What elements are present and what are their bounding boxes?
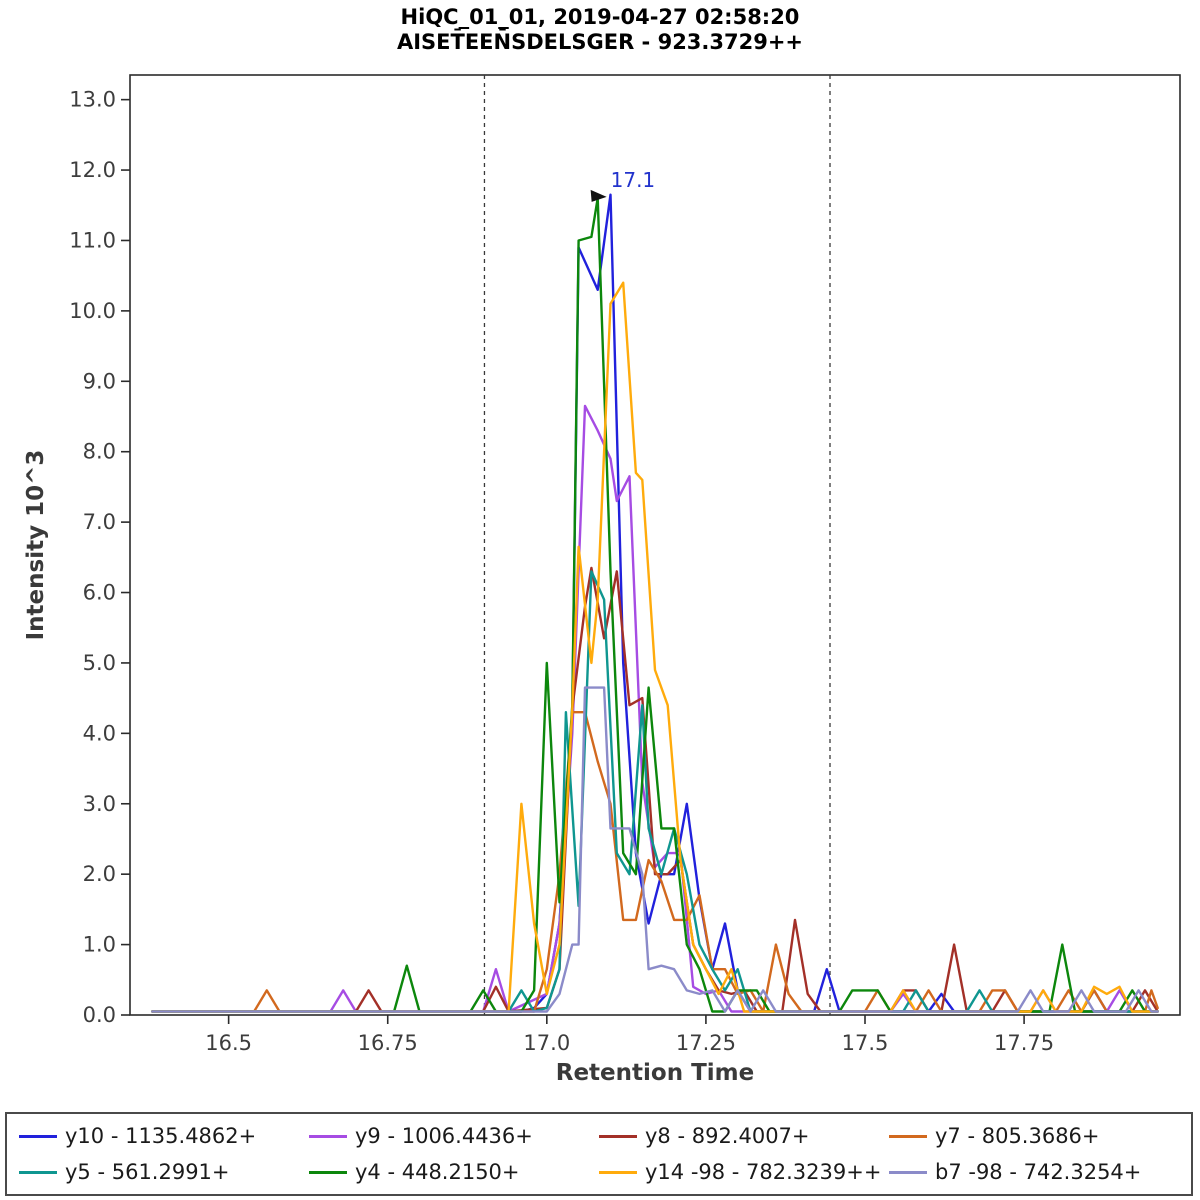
legend-swatch-y5: [19, 1170, 57, 1174]
legend-item-y9: y9 - 1006.4436+: [309, 1124, 599, 1148]
y-tick-label: 7.0: [83, 510, 116, 534]
legend-label: y14 -98 - 782.3239++: [645, 1160, 882, 1184]
series-line-y10: [151, 193, 1159, 1013]
x-tick-label: 17.25: [676, 1031, 736, 1055]
legend-item-b7-98: b7 -98 - 742.3254+: [889, 1160, 1179, 1184]
y-tick-label: 2.0: [83, 862, 116, 886]
legend-item-y4: y4 - 448.2150+: [309, 1160, 599, 1184]
legend-item-y8: y8 - 892.4007+: [599, 1124, 889, 1148]
legend-swatch-b7-98: [889, 1170, 927, 1174]
x-tick-label: 17.0: [523, 1031, 570, 1055]
y-axis-title: Intensity 10^3: [23, 449, 49, 641]
chart-title-line2: AISET̄EEN̄SDELSGER - 923.3729++: [396, 30, 804, 54]
legend-label: y4 - 448.2150+: [355, 1160, 520, 1184]
y-tick-label: 8.0: [83, 440, 116, 464]
legend-label: y5 - 561.2991+: [65, 1160, 230, 1184]
legend-label: b7 -98 - 742.3254+: [935, 1160, 1142, 1184]
legend-swatch-y8: [599, 1134, 637, 1138]
series-line-y5: [151, 570, 1159, 1013]
y-tick-label: 10.0: [69, 299, 116, 323]
x-axis-title: Retention Time: [555, 1060, 755, 1086]
x-tick-label: 17.5: [842, 1031, 889, 1055]
series-line-y9: [151, 404, 1159, 1013]
x-tick-label: 16.5: [205, 1031, 252, 1055]
legend-label: y10 - 1135.4862+: [65, 1124, 257, 1148]
legend-item-y5: y5 - 561.2991+: [19, 1160, 309, 1184]
series-line-y8: [151, 566, 1159, 1013]
y-tick-label: 3.0: [83, 792, 116, 816]
legend-item-y14-98: y14 -98 - 782.3239++: [599, 1160, 889, 1184]
legend: y10 - 1135.4862+ y9 - 1006.4436+ y8 - 892.…: [5, 1112, 1193, 1196]
chart-title: HiQC_01_01, 2019-04-27 02:58:20 AISET̄EE…: [0, 5, 1200, 55]
legend-swatch-y14-98: [599, 1170, 637, 1174]
legend-label: y8 - 892.4007+: [645, 1124, 810, 1148]
series-line-y4: [151, 196, 1159, 1013]
y-tick-label: 9.0: [83, 369, 116, 393]
legend-item-y7: y7 - 805.3686+: [889, 1124, 1179, 1148]
y-tick-label: 0.0: [83, 1003, 116, 1027]
series-line-b7-98: [151, 686, 1159, 1013]
y-tick-label: 11.0: [69, 228, 116, 252]
y-tick-label: 12.0: [69, 158, 116, 182]
peak-arrow-icon: [590, 189, 607, 202]
y-tick-label: 13.0: [69, 88, 116, 112]
peak-rt-annotation: 17.1: [611, 168, 656, 192]
legend-swatch-y4: [309, 1170, 347, 1174]
legend-item-y10: y10 - 1135.4862+: [19, 1124, 309, 1148]
chromatogram-plot[interactable]: 16.5 16.75 17.0 17.25 17.5 17.75 0.0 1.0 2.0 3.0 4…: [0, 0, 1200, 1110]
legend-swatch-y7: [889, 1134, 927, 1138]
y-tick-label: 1.0: [83, 933, 116, 957]
chart-title-line1: HiQC_01_01, 2019-04-27 02:58:20: [400, 5, 800, 29]
y-tick-label: 4.0: [83, 721, 116, 745]
x-tick-label: 16.75: [358, 1031, 418, 1055]
x-tick-label: 17.75: [994, 1031, 1054, 1055]
y-tick-label: 6.0: [83, 581, 116, 605]
legend-label: y9 - 1006.4436+: [355, 1124, 533, 1148]
legend-label: y7 - 805.3686+: [935, 1124, 1100, 1148]
y-tick-label: 5.0: [83, 651, 116, 675]
plot-border: [129, 74, 1181, 1016]
legend-swatch-y10: [19, 1134, 57, 1138]
legend-swatch-y9: [309, 1134, 347, 1138]
